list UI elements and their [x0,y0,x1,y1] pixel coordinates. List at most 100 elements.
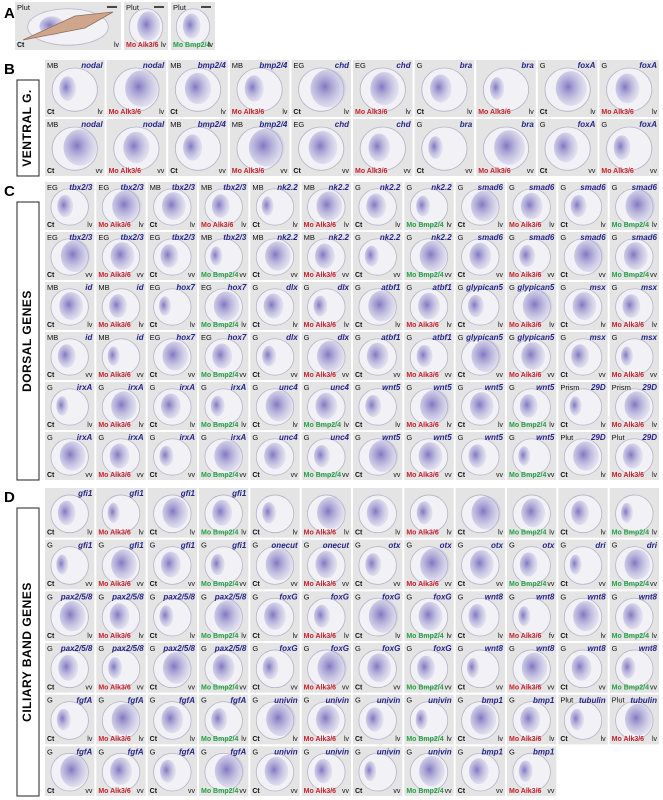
condition-label: Mo Alk3/6 [304,581,337,588]
condition-label: Ct [47,581,55,588]
stain [125,70,159,107]
stain [615,73,640,104]
condition-label: Mo Bmp2/4 [201,472,238,479]
image-cell: gfi1 Mo Alk3/6 lv [96,488,146,538]
gene-label: otx [542,541,555,550]
stain [365,553,382,576]
stage-label: EG [98,183,109,192]
view-label: lv [601,633,607,640]
section-title: CILIARY BAND GENES [20,582,34,722]
image-cell: MB id Ct vv [45,332,95,380]
view-label: vv [291,788,299,795]
gene-label: fgfA [128,696,144,705]
condition-label: Ct [560,581,568,588]
stage-label: G [150,383,156,392]
condition-label: Mo Alk3/6 [304,633,337,640]
image-cell: MB tbx2/3 Mo Bmp2/4 vv [199,232,249,280]
stain [368,290,396,322]
gene-label: otx [440,541,453,550]
gene-label: foxG [331,644,349,653]
gene-label: tbx2/3 [223,183,247,192]
stain [110,757,132,785]
stain [468,758,489,785]
stain [469,550,494,579]
gene-label: dri [595,541,606,550]
condition-label: Mo Bmp2/4 [201,685,238,692]
condition-label: Mo Alk3/6 [98,530,131,537]
image-cell: MB nodal Ct lv [45,60,105,117]
stage-label: G [355,696,361,705]
image-cell: Plut Ct lv [15,2,121,50]
stage-label: G [560,644,566,653]
image-cell: gfi1 Ct lv [147,488,197,538]
gene-label: wnt5 [485,383,504,392]
stage-label: G [406,541,412,550]
condition-label: Ct [458,736,466,743]
image-cell: MB nk2.2 Mo Alk3/6 lv [301,182,351,230]
stage-label: G [458,233,464,242]
stage-label: G [458,592,464,601]
gene-label: gfi1 [77,489,93,498]
gene-label: nk2.2 [329,233,350,242]
stain [494,130,526,165]
view-label: vv [188,581,196,588]
condition-label: Ct [150,788,158,795]
gene-label: foxA [639,120,657,129]
condition-label: Ct [47,530,55,537]
view-label: vv [342,788,350,795]
image-cell: Prism 29D Ct lv [558,382,608,430]
condition-label: Mo Alk3/6 [478,109,511,116]
gene-label: foxG [433,592,451,601]
gene-label: nodal [143,120,165,129]
gene-label: univin [428,747,452,756]
image-cell: Plut tubulin Mo Alk3/6 lv [609,694,659,745]
stage-label: MB [47,333,58,342]
condition-label: Mo Bmp2/4 [304,472,341,479]
condition-label: Ct [150,222,158,229]
stage-label: G [509,644,515,653]
condition-label: Ct [252,322,260,329]
stage-label: MB [47,61,58,70]
stage-label: G [98,541,104,550]
stain [308,130,338,165]
view-label: lv [601,422,607,429]
gene-label: bra [521,120,534,129]
stain [107,346,120,366]
condition-label: Mo Alk3/6 [355,168,388,175]
stage-label: G [47,644,53,653]
stain [212,654,235,682]
image-cell: MB tbx2/3 Ct lv [147,182,197,230]
gene-label: tbx2/3 [172,183,196,192]
condition-label: Mo Bmp2/4 [612,581,649,588]
stain [571,654,592,681]
stain [59,601,86,632]
condition-label: Mo Alk3/6 [509,736,542,743]
condition-label: Ct [47,633,55,640]
image-cell: Prism 29D Mo Alk3/6 lv [609,382,659,430]
gene-label: fgfA [230,747,246,756]
condition-label: Mo Alk3/6 [98,222,131,229]
stage-label: G [406,696,412,705]
view-label: vv [445,685,453,692]
stage-label: EG [150,233,161,242]
view-label: vv [239,272,247,279]
condition-label: Mo Alk3/6 [406,422,439,429]
stain [317,651,348,685]
stain [570,194,587,218]
